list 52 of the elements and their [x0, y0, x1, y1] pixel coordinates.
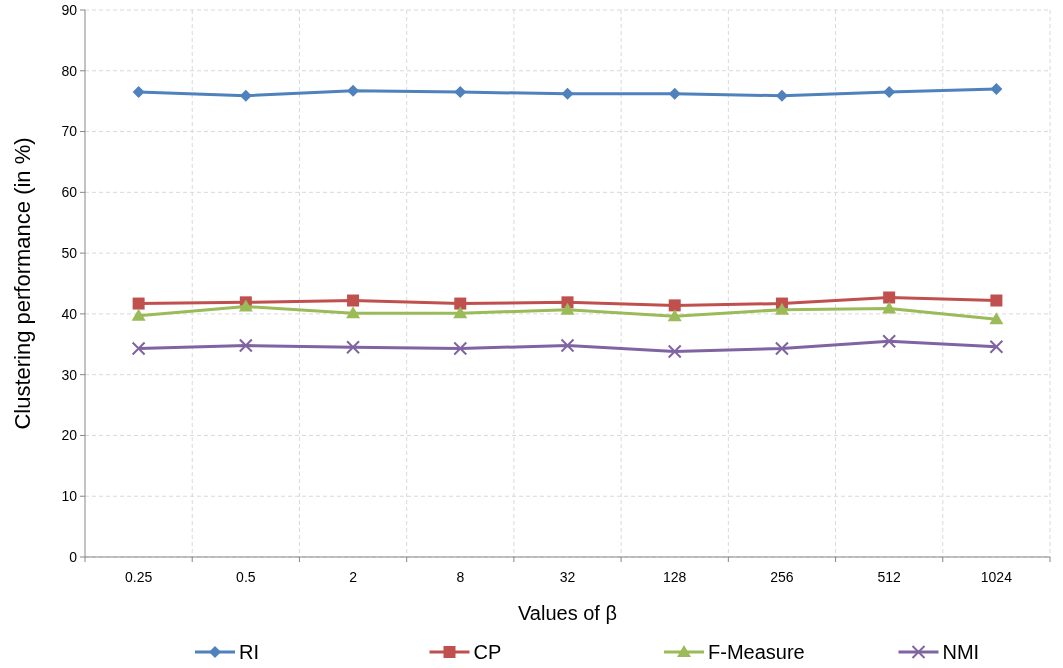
legend-label: F-Measure	[708, 641, 805, 663]
point	[667, 309, 682, 322]
point	[560, 338, 575, 353]
y-tick-label: 60	[61, 184, 78, 201]
y-tick-label: 10	[61, 488, 78, 505]
x-tick-label: 2	[349, 569, 358, 585]
x-tick-label: 0.5	[236, 569, 256, 585]
point	[132, 297, 145, 310]
point	[132, 86, 145, 99]
x-tick-label: 32	[559, 569, 576, 585]
y-tick-label: 20	[61, 427, 78, 444]
x-tick-label: 256	[770, 569, 794, 585]
point	[238, 338, 253, 353]
point	[346, 306, 361, 319]
x-tick-label: 128	[663, 569, 687, 585]
point	[131, 308, 146, 321]
y-tick-label: 0	[69, 548, 78, 565]
point	[453, 341, 468, 356]
point	[453, 306, 468, 319]
legend-label: CP	[473, 641, 502, 663]
point	[883, 291, 896, 304]
point	[561, 87, 574, 100]
y-tick-label: 80	[61, 62, 78, 79]
y-tick-label: 90	[61, 1, 78, 18]
x-tick-label: 512	[877, 569, 902, 585]
point	[990, 83, 1003, 96]
y-tick-label: 30	[61, 366, 78, 383]
point	[667, 344, 682, 359]
point	[346, 340, 361, 355]
point	[454, 297, 467, 310]
point	[560, 302, 575, 315]
x-tick-label: 1024	[980, 569, 1013, 585]
point	[990, 294, 1003, 307]
y-tick-label: 70	[61, 123, 78, 140]
x-tick-label: 0.25	[124, 569, 153, 585]
legend-label: NMI	[942, 641, 980, 663]
point	[131, 341, 146, 356]
point	[347, 294, 360, 307]
y-axis-title: Clustering performance (in %)	[10, 137, 35, 430]
point	[989, 312, 1004, 325]
point	[882, 301, 897, 314]
point	[989, 339, 1004, 354]
point	[774, 302, 789, 315]
y-tick-label: 50	[61, 245, 78, 262]
legend-label: RI	[239, 641, 259, 663]
point	[774, 341, 789, 356]
point	[668, 299, 681, 312]
point	[668, 87, 681, 100]
x-axis-title: Values of β	[518, 602, 617, 624]
y-tick-label: 40	[61, 305, 78, 322]
x-tick-label: 8	[456, 569, 465, 585]
point	[882, 334, 897, 349]
